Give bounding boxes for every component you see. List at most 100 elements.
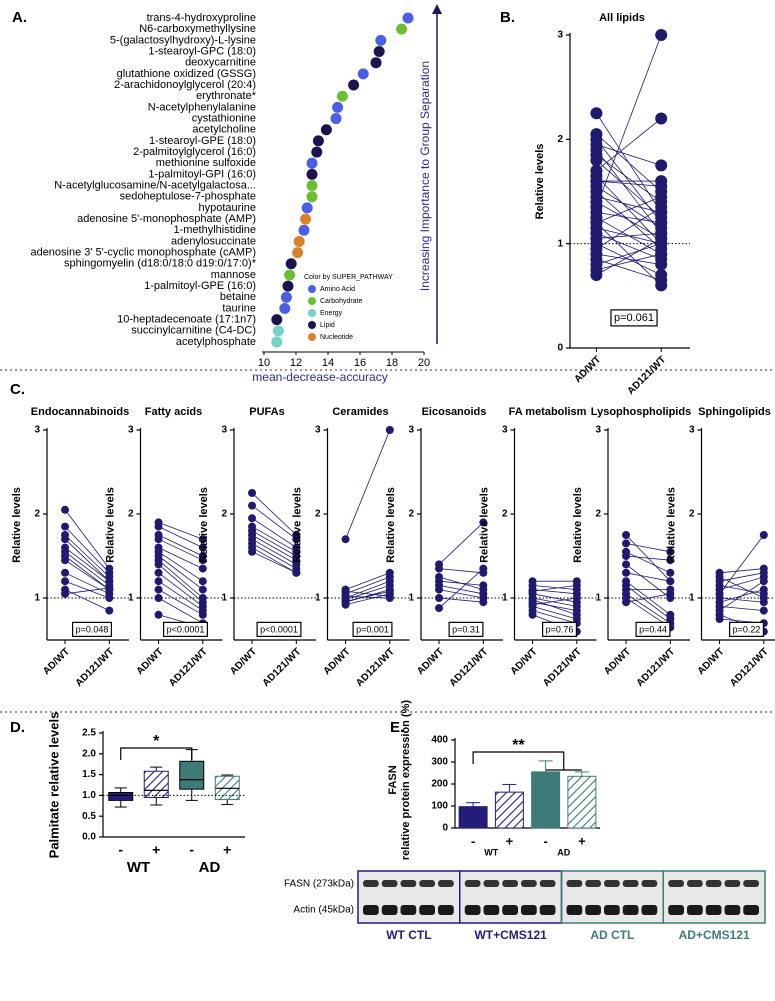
p-value-box: [635, 621, 671, 637]
pair-line: [596, 159, 662, 218]
panel-letter: C.: [10, 381, 25, 398]
chart-title: FA metabolism: [509, 406, 587, 418]
dot: [370, 57, 382, 69]
pair-line: [719, 585, 764, 595]
y-tick-label: 3: [221, 425, 227, 436]
blot-band: [724, 905, 741, 915]
pair-line: [64, 555, 110, 590]
arrow-head: [432, 4, 442, 14]
y-tick-label: 3: [315, 425, 321, 436]
y-tick-label: 2: [595, 509, 601, 520]
x-tick-label: +: [152, 842, 160, 858]
point: [759, 531, 768, 539]
pair-line: [596, 201, 662, 239]
pair-line: [532, 597, 577, 606]
category-label: 2-palmitoylglycerol (16:0): [133, 146, 256, 158]
point: [655, 248, 668, 261]
pair-line: [251, 526, 297, 553]
point: [341, 597, 350, 606]
legend-label: Amino Acid: [320, 286, 355, 293]
dot: [320, 124, 332, 136]
pair-line: [596, 196, 662, 213]
pair-line: [158, 589, 204, 616]
point: [655, 180, 668, 193]
point: [154, 585, 163, 594]
point: [61, 522, 70, 531]
pair-line: [64, 580, 110, 599]
point: [715, 581, 724, 590]
p-value-box: [352, 621, 393, 637]
blot-band: [622, 905, 639, 915]
pair-line: [625, 564, 671, 599]
pair-line: [438, 576, 484, 590]
blot-band: [521, 880, 537, 887]
dot: [336, 90, 348, 102]
bar: [494, 791, 524, 829]
pair-line: [596, 149, 662, 234]
point: [385, 594, 394, 602]
point: [105, 594, 114, 602]
dot: [306, 157, 318, 169]
dot: [285, 258, 297, 270]
dot: [375, 34, 387, 46]
legend-box: [300, 270, 424, 342]
blot-band: [438, 880, 454, 887]
y-tick-label: 2: [502, 509, 508, 520]
group-label: AD: [557, 847, 570, 857]
y-tick-label: 1: [595, 593, 601, 604]
legend-label: Carbohydrate: [320, 298, 363, 305]
p-value-box: [448, 621, 484, 637]
x-tick-label: 18: [386, 357, 398, 369]
point: [154, 610, 163, 619]
p-value: p<0.0001: [256, 621, 302, 637]
blot-group-label: WT CTL: [386, 928, 431, 942]
pair-line: [625, 593, 671, 624]
x-tick-label: 20: [418, 357, 430, 369]
dot: [292, 247, 304, 259]
pair-line: [596, 118, 662, 171]
pair-line: [251, 538, 297, 565]
pair-line: [158, 551, 204, 582]
category-label: betaine: [220, 291, 256, 303]
pair-line: [719, 534, 765, 595]
blot-band: [668, 905, 684, 915]
category-label: 1-methylhistidine: [173, 224, 256, 236]
y-tick-label: 300: [431, 757, 448, 768]
point: [385, 587, 394, 596]
pair-line: [596, 253, 662, 271]
dot: [306, 191, 318, 203]
pair-line: [64, 547, 110, 582]
x-axis-label: mean-decrease-accuracy: [252, 370, 387, 384]
pair-line: [251, 530, 297, 557]
x-tick-label: -: [543, 833, 547, 848]
pair-line: [345, 585, 390, 601]
pair-line: [596, 232, 662, 239]
y-axis-label: Relative levels: [572, 487, 584, 563]
pair-line: [158, 559, 204, 599]
point: [61, 589, 70, 598]
category-label: N-acetylphenylalanine: [148, 101, 256, 113]
category-label: 1-stearoyl-GPC (18:0): [148, 45, 256, 57]
pair-line: [719, 572, 764, 582]
pair-line: [532, 593, 577, 603]
point: [572, 581, 581, 590]
x-tick-label: AD/WT: [509, 646, 540, 677]
pair-line: [625, 572, 671, 582]
y-tick-label: 0.0: [82, 832, 96, 843]
p-value-label: p<0.0001: [260, 624, 298, 634]
dot: [373, 46, 385, 58]
x-tick-label: 16: [354, 357, 366, 369]
point: [590, 107, 603, 120]
dot: [271, 314, 283, 326]
point: [655, 201, 668, 214]
y-tick-label: 2: [408, 509, 414, 520]
pair-line: [158, 547, 203, 569]
category-label: hypotaurine: [199, 202, 257, 214]
pair-line: [251, 543, 297, 569]
p-value-label: p=0.061: [614, 312, 654, 324]
x-tick-label: AD121/WT: [354, 646, 397, 689]
y-axis-label: FASN: [387, 765, 399, 794]
blot-band: [604, 880, 620, 887]
blot-group-label: AD CTL: [590, 928, 634, 942]
